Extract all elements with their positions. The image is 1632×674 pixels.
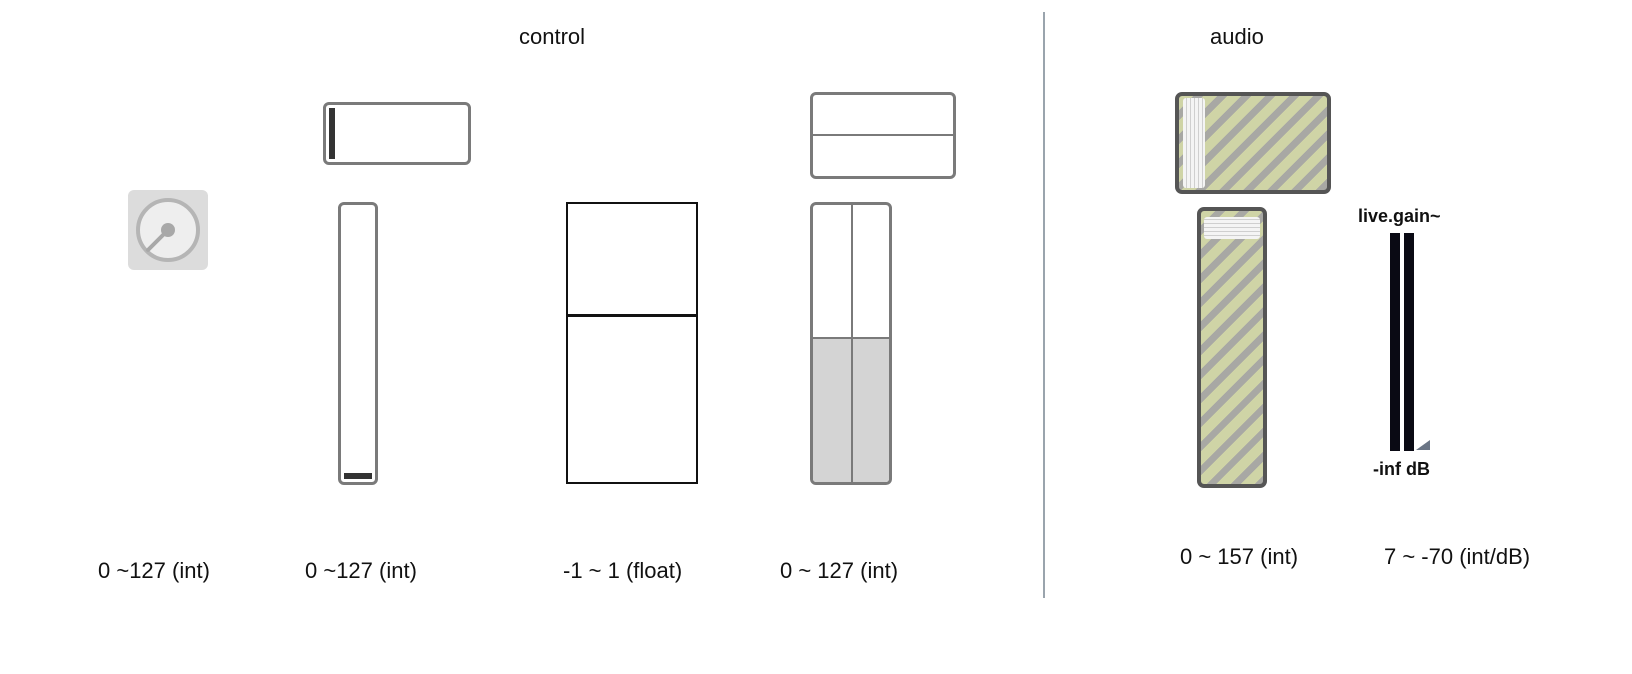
multislider-horizontal[interactable] [810,92,956,179]
multislider-range-label: 0 ~ 127 (int) [780,558,899,583]
meter-bar-left [1390,233,1400,451]
live-gain-value: -inf dB [1373,459,1430,479]
gain-thumb[interactable] [1204,217,1260,239]
float-slider-indicator[interactable] [568,314,696,317]
live-gain-meter[interactable] [1390,233,1430,451]
gain-handle-icon[interactable] [1416,440,1430,450]
slider-range-label: 0 ~127 (int) [305,558,417,583]
knob-range-label: 0 ~127 (int) [98,558,210,583]
section-title-audio: audio [1210,24,1264,49]
multislider-vertical[interactable] [810,202,892,485]
meter-bar-right [1404,233,1414,451]
float-slider[interactable] [566,202,698,484]
live-gain-range-label: 7 ~ -70 (int/dB) [1384,544,1531,569]
section-divider [1043,12,1045,598]
live-gain-title: live.gain~ [1358,206,1441,226]
dial-icon [136,198,200,262]
multislider-center-line [851,205,853,482]
gain-range-label: 0 ~ 157 (int) [1180,544,1299,569]
multislider-indicator[interactable] [813,134,953,136]
horizontal-slider[interactable] [323,102,471,165]
slider-thumb[interactable] [344,473,372,479]
dial-knob[interactable] [128,190,208,270]
vertical-slider[interactable] [338,202,378,485]
gain-slider-vertical[interactable] [1197,207,1267,488]
gain-thumb[interactable] [1183,98,1205,188]
section-title-control: control [519,24,586,49]
gain-slider-horizontal[interactable] [1175,92,1331,194]
float-range-label: -1 ~ 1 (float) [563,558,683,583]
slider-thumb[interactable] [329,108,335,159]
